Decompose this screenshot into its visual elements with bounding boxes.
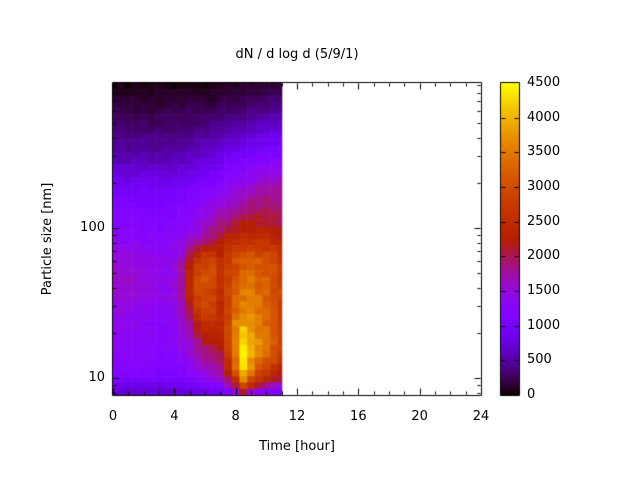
x-tick-label: 8 bbox=[231, 409, 240, 424]
x-tick-label: 4 bbox=[170, 409, 179, 424]
x-tick-label: 20 bbox=[411, 409, 428, 424]
colorbar-tick-label: 2000 bbox=[527, 248, 561, 264]
y-tick-label: 10 bbox=[88, 369, 105, 385]
colorbar-tick-label: 1000 bbox=[527, 317, 561, 333]
colorbar-tick-label: 1500 bbox=[527, 283, 561, 298]
colorbar-tick-label: 2500 bbox=[527, 213, 561, 229]
colorbar-tick-label: 4000 bbox=[527, 109, 561, 125]
y-axis-title: Particle size [nm] bbox=[40, 182, 55, 296]
x-tick-label: 24 bbox=[472, 409, 490, 424]
colorbar-tick-label: 0 bbox=[527, 387, 536, 402]
x-axis-title: Time [hour] bbox=[259, 439, 335, 454]
colorbar-tick-label: 3500 bbox=[527, 144, 561, 160]
y-tick-label: 100 bbox=[80, 219, 105, 235]
x-tick-label: 16 bbox=[350, 409, 367, 424]
colorbar-tick-label: 3000 bbox=[527, 179, 561, 194]
colorbar-tick-label: 500 bbox=[527, 352, 552, 368]
colorbar-tick-label: 4500 bbox=[527, 75, 561, 90]
x-tick-label: 12 bbox=[288, 409, 306, 424]
x-tick-label: 0 bbox=[108, 409, 118, 424]
chart-title: dN / d log d (5/9/1) bbox=[235, 47, 359, 62]
